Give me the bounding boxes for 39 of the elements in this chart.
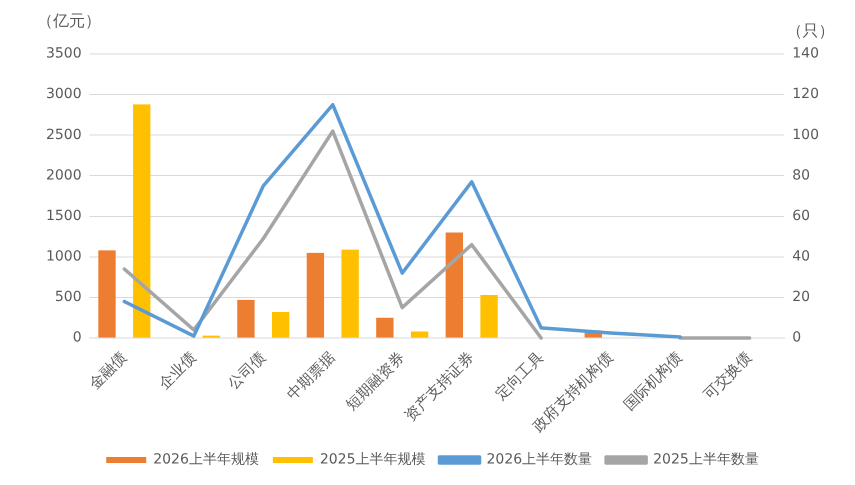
y2-tick-label: 40	[792, 248, 810, 265]
legend-label: 2025上半年规模	[320, 452, 426, 468]
bar	[272, 312, 290, 338]
bar	[410, 332, 428, 338]
bar	[237, 300, 255, 338]
y-axis-title: （亿元）	[36, 11, 101, 30]
legend-label: 2026上半年数量	[486, 452, 592, 468]
y2-tick-label: 20	[792, 289, 810, 306]
y2-tick-label: 60	[792, 208, 810, 224]
x-tick-label: 可交换债	[700, 348, 756, 404]
bar	[98, 250, 116, 338]
bar	[341, 250, 359, 338]
y-tick-label: 3500	[46, 46, 82, 62]
x-tick-label: 定向工具	[492, 348, 547, 404]
y2-axis-title: （只）	[786, 21, 835, 40]
legend-label: 2025上半年数量	[653, 452, 759, 468]
x-tick-label: 公司债	[224, 348, 269, 393]
y2-tick-label: 80	[792, 167, 810, 184]
bar	[306, 252, 324, 338]
legend-label: 2026上半年规模	[153, 452, 259, 468]
bar	[446, 232, 464, 338]
bar	[376, 318, 394, 338]
y-tick-label: 1000	[46, 248, 82, 265]
y-tick-label: 3000	[46, 86, 82, 102]
bar	[133, 104, 150, 338]
y-tick-label: 1500	[46, 208, 82, 224]
x-tick-label: 国际机构债	[620, 348, 686, 414]
bar	[480, 295, 498, 338]
x-tick-label: 中期票据	[283, 348, 338, 404]
y-tick-label: 2500	[46, 126, 82, 143]
y-tick-label: 500	[54, 289, 82, 306]
y2-tick-label: 120	[792, 86, 820, 102]
y-tick-label: 0	[72, 330, 82, 346]
x-tick-label: 金融债	[85, 348, 130, 393]
y2-tick-label: 140	[792, 46, 820, 62]
y2-tick-label: 100	[792, 126, 820, 143]
y-tick-label: 2000	[46, 167, 82, 184]
x-tick-label: 企业债	[154, 348, 200, 393]
y2-tick-label: 0	[792, 330, 802, 346]
